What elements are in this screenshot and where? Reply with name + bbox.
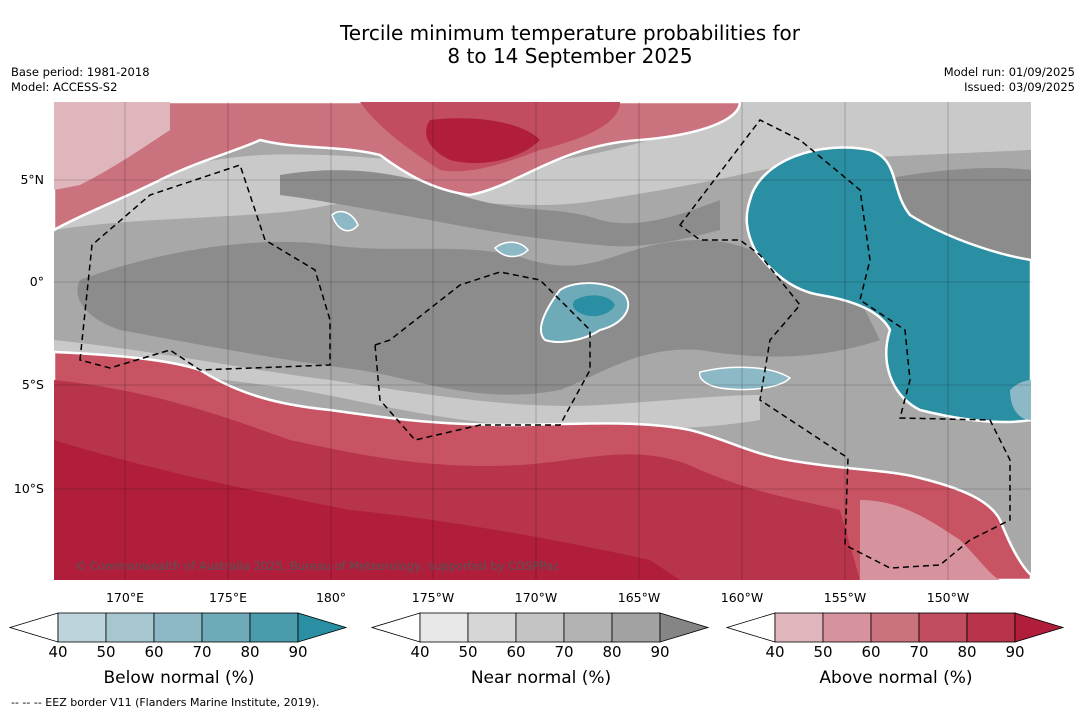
colorbar-below-tick: 50 xyxy=(96,643,116,661)
legend-title-near: Near normal (%) xyxy=(470,668,612,688)
map-area: © Commonwealth of Australia 2025, Bureau… xyxy=(54,102,1031,580)
latitude-labels: 5°N 0° 5°S 10°S xyxy=(14,172,44,496)
lon-label-170w: 170°W xyxy=(515,590,557,605)
map-title: Tercile minimum temperature probabilitie… xyxy=(0,22,1085,68)
near-normal-dark-region-north xyxy=(280,170,720,247)
near-normal-light-band-south xyxy=(54,340,760,430)
colorbar-above-bin-2 xyxy=(822,612,872,643)
below-normal-patch-south xyxy=(698,366,792,391)
colorbar-above-tick: 50 xyxy=(813,643,833,661)
below-normal-patch-north xyxy=(493,241,530,258)
copyright-notice: © Commonwealth of Australia 2025, Bureau… xyxy=(75,559,559,573)
colorbar-near-tick: 60 xyxy=(506,643,526,661)
colorbar-above-high-extend xyxy=(1014,612,1065,643)
colorbar-below-tick: 40 xyxy=(48,643,68,661)
colorbar-above-tick: 60 xyxy=(861,643,881,661)
below-normal-patch-west xyxy=(331,210,359,232)
lon-label-155w: 155°W xyxy=(824,590,866,605)
model-run: Model run: 01/09/2025 xyxy=(943,65,1075,79)
colorbar-above-tick: 80 xyxy=(957,643,977,661)
colorbar-below-tick: 70 xyxy=(192,643,212,661)
colorbar-above-tick: 40 xyxy=(765,643,785,661)
colorbar-below-bin-3 xyxy=(153,612,203,643)
lon-label-175e: 175°E xyxy=(209,590,247,605)
colorbar-below-low-extend xyxy=(8,612,59,643)
eez-border-east xyxy=(678,119,1011,569)
colorbar-above-bin-5 xyxy=(966,612,1016,643)
near-normal-dark-region xyxy=(77,240,881,395)
issued-date: Issued: 03/09/2025 xyxy=(964,80,1075,94)
colorbar-above-bin-3 xyxy=(870,612,920,643)
legend-title-above: Above normal (%) xyxy=(819,668,973,688)
longitude-labels: 170°E 175°E 180° 175°W 170°W 165°W 160°W… xyxy=(106,590,969,605)
lon-label-175w: 175°W xyxy=(412,590,454,605)
colorbar-below-tick: 80 xyxy=(240,643,260,661)
below-normal-east-edge xyxy=(1010,380,1031,420)
colorbar-above-tick: 70 xyxy=(909,643,929,661)
colorbars xyxy=(8,612,1065,643)
colorbar-near-tick: 50 xyxy=(458,643,478,661)
colorbar-near-bin-1 xyxy=(419,612,469,643)
colorbar-near-tick: 90 xyxy=(650,643,670,661)
colorbar-below-bin-5 xyxy=(249,612,299,643)
above-normal-south-max xyxy=(54,440,680,580)
colorbar-above-low-extend xyxy=(725,612,776,643)
colorbar-near-bin-3 xyxy=(515,612,565,643)
lat-label-0: 0° xyxy=(30,274,44,289)
lon-label-170e: 170°E xyxy=(106,590,144,605)
title-line-1: Tercile minimum temperature probabilitie… xyxy=(339,21,801,45)
colorbar-near-tick: 40 xyxy=(410,643,430,661)
colorbar-near-tick: 80 xyxy=(602,643,622,661)
legend-title-below: Below normal (%) xyxy=(103,668,255,688)
lat-label-5n: 5°N xyxy=(20,172,44,187)
above-normal-north-max xyxy=(426,118,540,164)
meta-right: Model run: 01/09/2025 Issued: 03/09/2025 xyxy=(944,65,1075,95)
model-name: Model: ACCESS-S2 xyxy=(11,80,118,94)
lon-label-165w: 165°W xyxy=(618,590,660,605)
colorbar-above-tick: 90 xyxy=(1005,643,1025,661)
title-line-2: 8 to 14 September 2025 xyxy=(447,44,693,68)
eez-footnote: -- -- -- EEZ border V11 (Flanders Marine… xyxy=(11,696,320,709)
base-period: Base period: 1981-2018 xyxy=(11,65,150,79)
lat-label-5s: 5°S xyxy=(22,377,44,392)
colorbar-below-bin-1 xyxy=(57,612,107,643)
colorbar-near-tick: 70 xyxy=(554,643,574,661)
below-normal-east-region xyxy=(745,146,1031,424)
colorbar-below-tick: 90 xyxy=(288,643,308,661)
colorbar-near-bin-2 xyxy=(467,612,517,643)
lon-label-160w: 160°W xyxy=(721,590,763,605)
near-normal-dark-region-east xyxy=(880,168,1031,260)
colorbar-near-high-extend xyxy=(659,612,710,643)
eez-border-west xyxy=(79,164,331,371)
above-normal-northwest-light xyxy=(54,102,170,190)
colorbar-near-low-extend xyxy=(370,612,421,643)
lon-label-150w: 150°W xyxy=(927,590,969,605)
below-normal-central-core xyxy=(573,295,615,317)
meta-left: Base period: 1981-2018 Model: ACCESS-S2 xyxy=(11,65,150,95)
colorbar-above-bin-4 xyxy=(918,612,968,643)
colorbar-above-bin-1 xyxy=(774,612,824,643)
colorbar-below-bin-4 xyxy=(201,612,251,643)
colorbar-near-bin-5 xyxy=(611,612,661,643)
colorbar-near-bin-4 xyxy=(563,612,613,643)
colorbar-below-tick: 60 xyxy=(144,643,164,661)
lon-label-180: 180° xyxy=(316,590,346,605)
colorbar-below-high-extend xyxy=(297,612,348,643)
above-normal-southeast-light xyxy=(860,500,1000,580)
colorbar-below-bin-2 xyxy=(105,612,155,643)
lat-label-10s: 10°S xyxy=(14,481,44,496)
graticule xyxy=(54,102,1031,580)
